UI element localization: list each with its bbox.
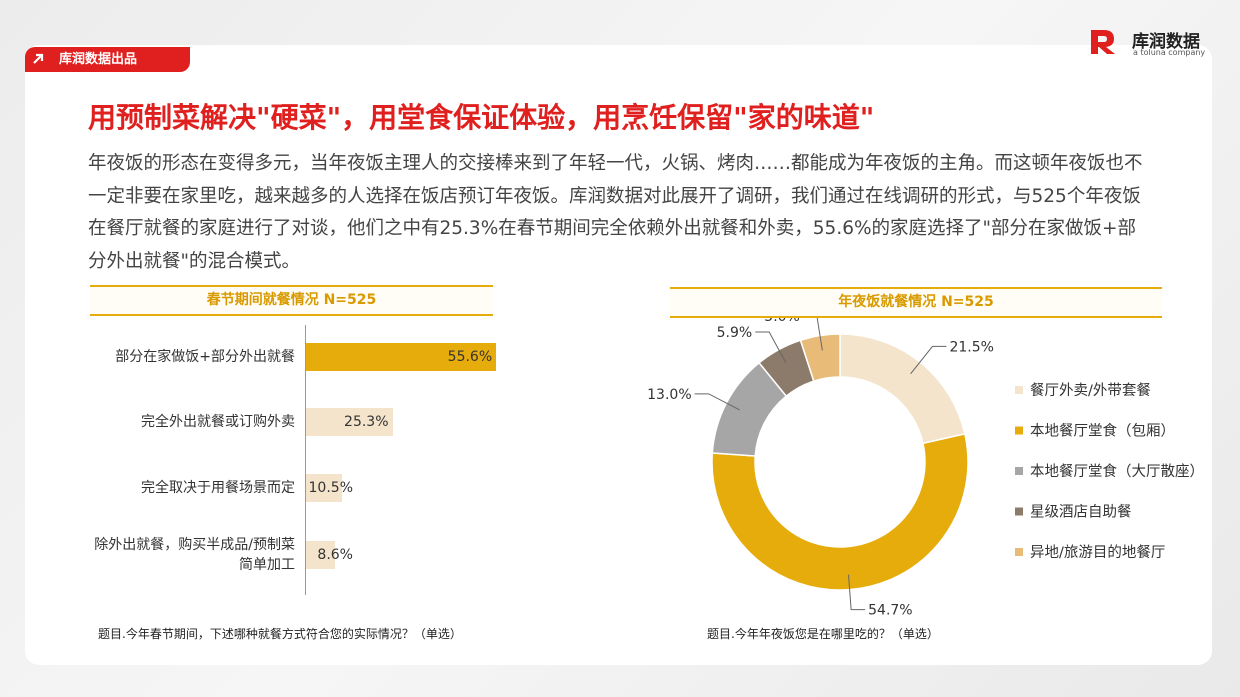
bar [306,541,336,569]
category-text: 除外出就餐，购买半成品/预制菜简单加工 [94,537,295,573]
legend-swatch [1015,386,1023,394]
category-text: 完全取决于用餐场景而定 [141,480,295,496]
paragraph: 年夜饭的形态在变得多元，当年夜饭主理人的交接棒来到了年轻一代，火锅、烤肉……都能… [88,153,1143,272]
legend-label: 星级酒店自助餐 [1030,504,1132,521]
leader-line [755,331,787,364]
legend-label: 本地餐厅堂食（大厅散座） [1030,463,1204,480]
legend-swatch [1015,426,1023,435]
category-text: 完全外出就餐或订购外卖 [141,414,295,430]
value-label: 21.5% [949,339,993,355]
value-label: 5.9% [717,325,753,341]
legend-label: 本地餐厅堂食（包厢） [1030,423,1175,440]
category-text: 部分在家做饭+部分外出就餐 [115,349,295,365]
logo-mark [1091,30,1115,54]
chart-header: 年夜饭就餐情况 N=525 [670,287,1162,318]
chart-note: 题目.今年年夜饭您是在哪里吃的？（单选） [707,627,939,641]
title: 用预制菜解决"硬菜"，用堂食保证体验，用烹饪保留"家的味道" [88,101,875,134]
donut-slice [711,433,969,591]
badge-arrow [33,53,44,64]
category-label: 除外出就餐，购买半成品/预制菜简单加工 [90,535,295,575]
logo-tagline: a toluna company [1133,48,1206,57]
category-label: 部分在家做饭+部分外出就餐 [90,337,295,377]
logo-name: 库润数据 [1132,32,1200,52]
chart-header: 春节期间就餐情况 N=525 [90,285,493,316]
leader-line [910,345,947,375]
value-label: 13.0% [647,387,691,403]
badge: 库润数据出品 [25,47,190,72]
category-label: 完全外出就餐或订购外卖 [90,402,295,442]
donut-slice [839,333,966,445]
legend-swatch [1015,467,1023,475]
chart-note: 题目.今年春节期间，下述哪种就餐方式符合您的实际情况？（单选） [98,627,462,641]
leader-line [848,574,866,611]
legend-swatch [1015,548,1023,556]
card [25,45,1212,665]
badge-text: 库润数据出品 [59,52,138,67]
value-label: 54.7% [868,603,912,619]
legend-swatch [1015,507,1023,516]
legend-label: 餐厅外卖/外带套餐 [1030,382,1151,399]
value-label: 10.5% [308,480,353,496]
leader-line [694,393,740,411]
value-label: 55.6% [447,349,493,365]
donut-slice [799,333,841,383]
bar [306,474,342,502]
value-label: 25.3% [344,414,389,430]
bar [306,343,497,371]
category-label: 完全取决于用餐场景而定 [90,468,295,508]
axis-line [305,325,306,595]
value-label: 8.6% [317,547,353,563]
legend-label: 异地/旅游目的地餐厅 [1030,544,1165,561]
bar [306,408,393,436]
